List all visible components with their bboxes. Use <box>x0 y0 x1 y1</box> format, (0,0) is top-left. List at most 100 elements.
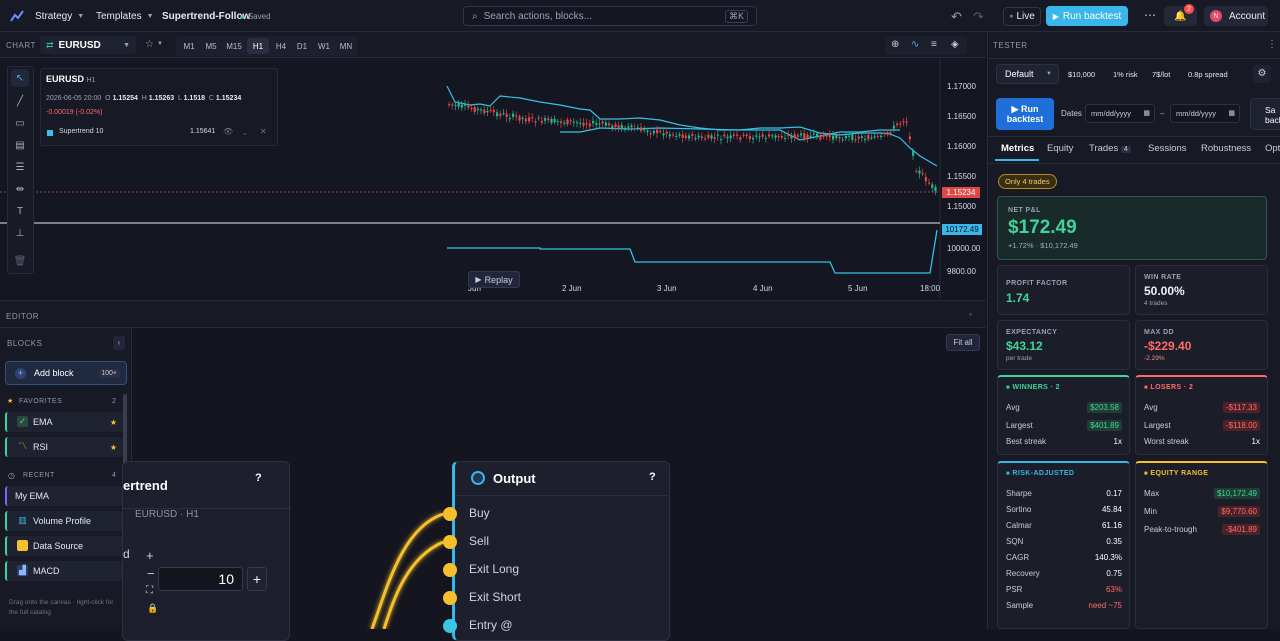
tf-mn[interactable]: MN <box>339 41 353 51</box>
eye-icon[interactable]: 👁 <box>223 127 234 136</box>
risk-value[interactable]: 1% risk <box>1113 70 1138 79</box>
add-block-button[interactable]: + Add block 100+ <box>5 361 127 385</box>
help-icon[interactable]: ? <box>255 472 262 484</box>
candle-body <box>892 125 895 129</box>
win-rate-value: 50.00% <box>1144 284 1185 298</box>
settings-gear-icon[interactable]: ⚙ <box>1253 65 1271 83</box>
search-icon: ⌕ <box>472 10 478 22</box>
recent-count: 4 <box>112 472 117 479</box>
zoom-in-icon[interactable]: + <box>146 548 154 563</box>
tab-optimize[interactable]: Opti <box>1265 143 1280 154</box>
zoom-out-icon[interactable]: − <box>147 566 155 581</box>
port-exit-short[interactable] <box>443 591 457 605</box>
save-backtest-button[interactable]: Sa backt <box>1250 98 1280 130</box>
increment-button[interactable]: + <box>247 567 267 591</box>
date-from-input[interactable]: mm/dd/yyyy ▦ <box>1085 104 1155 123</box>
block-item-my-ema[interactable]: My EMA <box>5 486 123 506</box>
maximize-icon[interactable]: ▫ <box>969 310 972 319</box>
measure-icon[interactable]: ⇹ <box>15 183 25 195</box>
candle-body <box>860 136 863 138</box>
tf-m1[interactable]: M1 <box>183 41 195 51</box>
star-icon[interactable]: ★ <box>109 417 117 427</box>
editor-canvas[interactable]: Fit all ertrend ? EURUSD · H1 d 10 + + −… <box>122 328 986 641</box>
capital-value[interactable]: $10,000 <box>1068 70 1096 79</box>
grip-icon[interactable]: ⋮ <box>1267 39 1277 50</box>
run-backtest-button[interactable]: ▶ Run backtest <box>996 98 1054 130</box>
notifications-button[interactable]: 🔔 2 <box>1164 4 1197 26</box>
layers-icon[interactable]: ◈ <box>951 39 959 50</box>
stat-key: Sample <box>1006 600 1034 610</box>
editor-section-label: EDITOR <box>6 312 40 321</box>
spread-value[interactable]: 0.8p spread <box>1188 70 1228 79</box>
period-input[interactable]: 10 <box>158 567 243 591</box>
magnet-icon[interactable]: ⊥ <box>15 227 25 239</box>
undo-icon[interactable]: ↶ <box>951 9 962 24</box>
block-item-volume-profile[interactable]: ▥ Volume Profile <box>5 511 123 531</box>
search-input[interactable]: ⌕ Search actions, blocks... ⌘K <box>463 6 757 26</box>
block-item-rsi[interactable]: 〽 RSI ★ <box>5 437 123 457</box>
tf-m5[interactable]: M5 <box>205 41 217 51</box>
lock-icon[interactable]: 🔒 <box>147 603 159 613</box>
favorite-star-icon[interactable]: ☆ <box>145 39 154 50</box>
tab-metrics[interactable]: Metrics <box>1001 143 1035 154</box>
tf-d1[interactable]: D1 <box>296 41 308 51</box>
help-icon[interactable]: ? <box>649 471 656 483</box>
close-icon[interactable]: ✕ <box>260 127 267 136</box>
document-name[interactable]: Supertrend-Follow <box>162 10 251 22</box>
run-backtest-top-button[interactable]: ▶ Run backtest <box>1046 6 1128 26</box>
fit-all-button[interactable]: Fit all <box>946 334 980 351</box>
card-title: LOSERS · 2 <box>1150 384 1194 391</box>
globe-icon[interactable]: ⊕ <box>891 39 900 50</box>
port-entry[interactable] <box>443 619 457 633</box>
candle-body <box>905 121 908 123</box>
tf-w1[interactable]: W1 <box>318 41 330 51</box>
trash-icon[interactable]: 🗑 <box>13 255 27 267</box>
tf-m15[interactable]: M15 <box>226 41 242 51</box>
star-icon[interactable]: ★ <box>109 442 117 452</box>
add-block-label: Add block <box>34 368 74 378</box>
date-to-input[interactable]: mm/dd/yyyy ▦ <box>1170 104 1240 123</box>
strategy-menu[interactable]: Strategy ▼ <box>35 0 84 32</box>
line-chart-icon[interactable]: ∿ <box>911 39 920 50</box>
cursor-icon[interactable]: ↖ <box>11 69 29 87</box>
stat-value: 0.35 <box>1106 536 1122 546</box>
block-item-data-source[interactable]: Data Source <box>5 536 123 556</box>
port-sell[interactable] <box>443 535 457 549</box>
redo-icon[interactable]: ↷ <box>973 9 984 24</box>
app-logo[interactable] <box>10 9 24 23</box>
replay-button[interactable]: ▶ Replay <box>468 271 520 288</box>
symbol-selector[interactable]: ⇄ EURUSD ▼ <box>40 36 136 54</box>
lot-value[interactable]: 7$/lot <box>1152 70 1171 79</box>
live-button[interactable]: ● Live <box>1003 7 1041 26</box>
candle-body <box>761 134 764 137</box>
star-dropdown-icon[interactable]: ▼ <box>157 41 163 47</box>
chevron-down-icon[interactable]: ⌄ <box>242 130 248 137</box>
text-icon[interactable]: T <box>16 205 24 217</box>
tab-sessions[interactable]: Sessions <box>1148 143 1187 154</box>
more-icon[interactable]: ⋯ <box>1144 8 1156 22</box>
note-icon[interactable]: ▤ <box>15 139 25 151</box>
price-chart[interactable]: ↖ ╱ ▭ ▤ ☰ ⇹ T ⊥ 🗑 EURUSD H1 2026-06-05 2… <box>0 58 986 298</box>
candle-body <box>777 136 780 138</box>
block-item-ema[interactable]: ✓ EMA ★ <box>5 412 123 432</box>
output-node[interactable]: Output ? <box>452 461 670 641</box>
trendline-icon[interactable]: ╱ <box>16 95 24 107</box>
templates-menu[interactable]: Templates ▼ <box>96 0 154 32</box>
port-exit-long[interactable] <box>443 563 457 577</box>
legend-h-label: H <box>141 95 147 102</box>
collapse-icon[interactable]: ‹ <box>113 336 125 350</box>
stat-row: CAGR 140.3% <box>1006 549 1122 565</box>
tf-h1[interactable]: H1 <box>247 38 269 54</box>
account-button[interactable]: N Account <box>1204 6 1268 26</box>
tab-robustness[interactable]: Robustness <box>1201 143 1252 154</box>
tf-h4[interactable]: H4 <box>275 41 287 51</box>
indicators-icon[interactable]: ≡ <box>931 39 937 50</box>
tab-trades[interactable]: Trades 4 <box>1089 143 1131 154</box>
port-buy[interactable] <box>443 507 457 521</box>
preset-select[interactable]: Default ▼ <box>996 64 1059 84</box>
fit-view-icon[interactable]: ⛶ <box>146 585 153 596</box>
tab-equity[interactable]: Equity <box>1047 143 1074 154</box>
fib-icon[interactable]: ☰ <box>15 161 25 173</box>
rectangle-icon[interactable]: ▭ <box>15 117 25 129</box>
block-item-macd[interactable]: ▟ MACD <box>5 561 123 581</box>
